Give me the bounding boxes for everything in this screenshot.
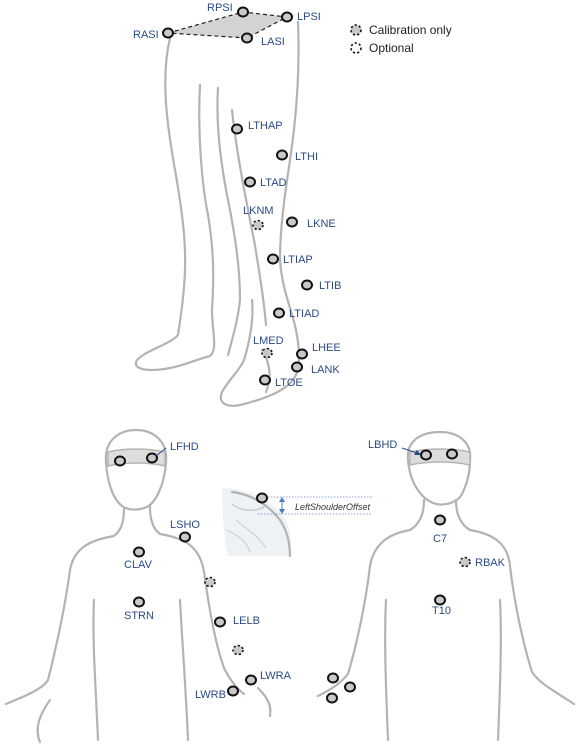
front-markers: LFHD LSHO CLAV STRN LELB LWRA LWRB (114, 441, 292, 701)
leg-markers: RPSI LPSI RASI LASI LTHAP LTHI LTAD LKNM… (133, 2, 341, 389)
lfhd-marker-1 (114, 455, 126, 467)
back-markers: LBHD C7 RBAK T10 (326, 439, 506, 704)
lkne-marker (286, 216, 298, 228)
lsho-label: LSHO (170, 519, 200, 531)
clav-marker (133, 546, 145, 558)
lkne-label: LKNE (307, 218, 336, 230)
optional-legend-marker (350, 42, 362, 54)
lasi-label: LASI (261, 36, 285, 48)
ltiap-label: LTIAP (283, 254, 313, 266)
lknm-label: LKNM (243, 205, 274, 217)
ltoe-label: LTOE (275, 377, 303, 389)
c7-label: C7 (433, 533, 447, 545)
t10-label: T10 (432, 605, 451, 617)
calibration-only-legend-marker (350, 24, 362, 36)
lfhd-label: LFHD (170, 441, 199, 453)
optional-legend-label: Optional (369, 41, 414, 55)
right-hand-marker-lower (326, 692, 338, 704)
upper-arm-optional-marker (204, 576, 216, 588)
lthi-marker (276, 149, 288, 161)
shoulder-offset-label: LeftShoulderOffset (295, 502, 371, 512)
shoulder-offset-marker (256, 492, 268, 504)
lwrb-marker (227, 685, 239, 697)
lbhd-label: LBHD (368, 439, 397, 451)
rbak-label: RBAK (475, 557, 506, 569)
forearm-optional-marker (232, 644, 244, 656)
shoulder-inset: LeftShoulderOffset (222, 488, 372, 558)
lmed-marker (261, 347, 273, 359)
ltiad-label: LTIAD (289, 308, 319, 320)
rasi-label: RASI (133, 29, 159, 41)
lbhd-pointer-head (414, 450, 421, 455)
rbak-marker (459, 556, 471, 568)
lank-marker (291, 361, 303, 373)
pelvis-plane (167, 11, 290, 39)
right-hand-marker-upper (327, 672, 339, 684)
rpsi-label: RPSI (207, 2, 233, 14)
strn-label: STRN (124, 610, 154, 622)
offset-arrow-up (279, 497, 285, 502)
lknm-marker (252, 219, 264, 231)
lbhd-marker-2 (446, 448, 458, 460)
lank-label: LANK (311, 364, 340, 376)
right-wrist-marker (344, 681, 356, 693)
lmed-label: LMED (253, 335, 284, 347)
lwra-label: LWRA (260, 670, 292, 682)
lthap-marker (231, 123, 243, 135)
rasi-marker (162, 27, 174, 39)
lwra-marker (245, 674, 257, 686)
legend: Calibration only Optional (350, 23, 452, 55)
lthi-label: LTHI (295, 151, 318, 163)
lasi-marker (241, 32, 253, 44)
clav-label: CLAV (124, 559, 153, 571)
lsho-marker (179, 531, 191, 543)
lthap-label: LTHAP (248, 120, 283, 132)
ltib-label: LTIB (319, 280, 341, 292)
ltad-label: LTAD (260, 177, 287, 189)
lwrb-label: LWRB (195, 689, 226, 701)
lhee-marker (296, 348, 308, 360)
lelb-label: LELB (233, 615, 260, 627)
c7-marker (434, 514, 446, 526)
ltoe-marker (259, 374, 271, 386)
offset-arrow-down (279, 509, 285, 514)
lpsi-label: LPSI (297, 11, 321, 23)
calibration-only-legend-label: Calibration only (369, 23, 452, 37)
ltad-marker (244, 176, 256, 188)
back-body-outline (316, 430, 576, 742)
rpsi-marker (237, 6, 249, 18)
lhee-label: LHEE (312, 342, 341, 354)
lfhd-marker-2 (146, 452, 158, 464)
lfhd-pointer (155, 447, 167, 457)
legs-outline (134, 20, 301, 407)
strn-marker (133, 596, 145, 608)
ltiap-marker (267, 253, 279, 265)
ltib-marker (301, 279, 313, 291)
lelb-marker (214, 616, 226, 628)
lpsi-marker (281, 11, 293, 23)
ltiad-marker (273, 307, 285, 319)
lbhd-marker-1 (420, 449, 432, 461)
t10-marker (434, 594, 446, 606)
